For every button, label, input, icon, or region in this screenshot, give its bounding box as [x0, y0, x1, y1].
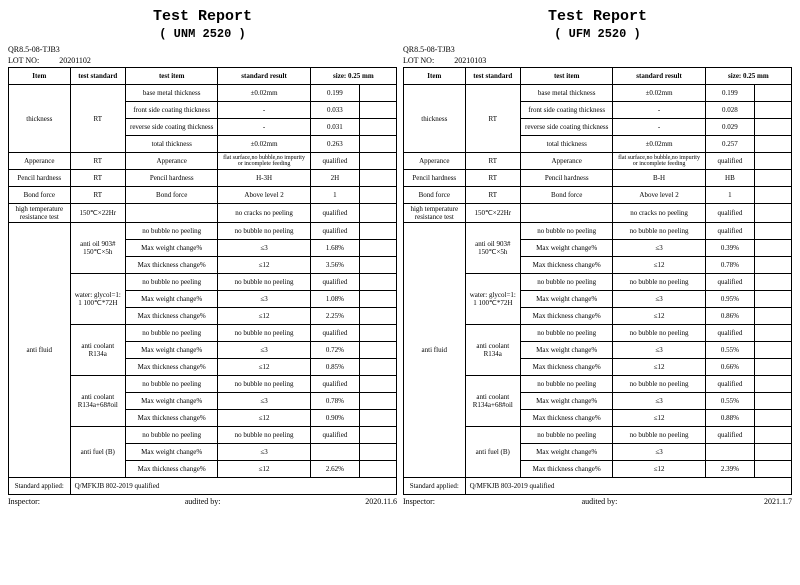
data-table: Itemtest standardtest item standard resu… [403, 67, 792, 495]
report-subtitle: ( UFM 2520 ) [403, 27, 792, 41]
doc-code: QR8.5-08-TJB3 [403, 45, 792, 54]
data-table: Itemtest standardtest item standard resu… [8, 67, 397, 495]
lot-no: LOT NO:20210103 [403, 56, 792, 65]
footer: Inspector: audited by: 2020.11.6 [8, 497, 397, 506]
header-row: Itemtest standardtest item standard resu… [9, 68, 397, 85]
inspector-label: Inspector: [403, 497, 435, 506]
report-1: Test Report ( UFM 2520 ) QR8.5-08-TJB3 L… [403, 8, 792, 506]
audited-label: audited by: [582, 497, 618, 506]
header-row: Itemtest standardtest item standard resu… [404, 68, 792, 85]
doc-code: QR8.5-08-TJB3 [8, 45, 397, 54]
report-0: Test Report ( UNM 2520 ) QR8.5-08-TJB3 L… [8, 8, 397, 506]
date: 2020.11.6 [365, 497, 397, 506]
date: 2021.1.7 [764, 497, 792, 506]
audited-label: audited by: [185, 497, 221, 506]
footer: Inspector: audited by: 2021.1.7 [403, 497, 792, 506]
report-title: Test Report [403, 8, 792, 25]
inspector-label: Inspector: [8, 497, 40, 506]
report-title: Test Report [8, 8, 397, 25]
report-subtitle: ( UNM 2520 ) [8, 27, 397, 41]
lot-no: LOT NO:20201102 [8, 56, 397, 65]
